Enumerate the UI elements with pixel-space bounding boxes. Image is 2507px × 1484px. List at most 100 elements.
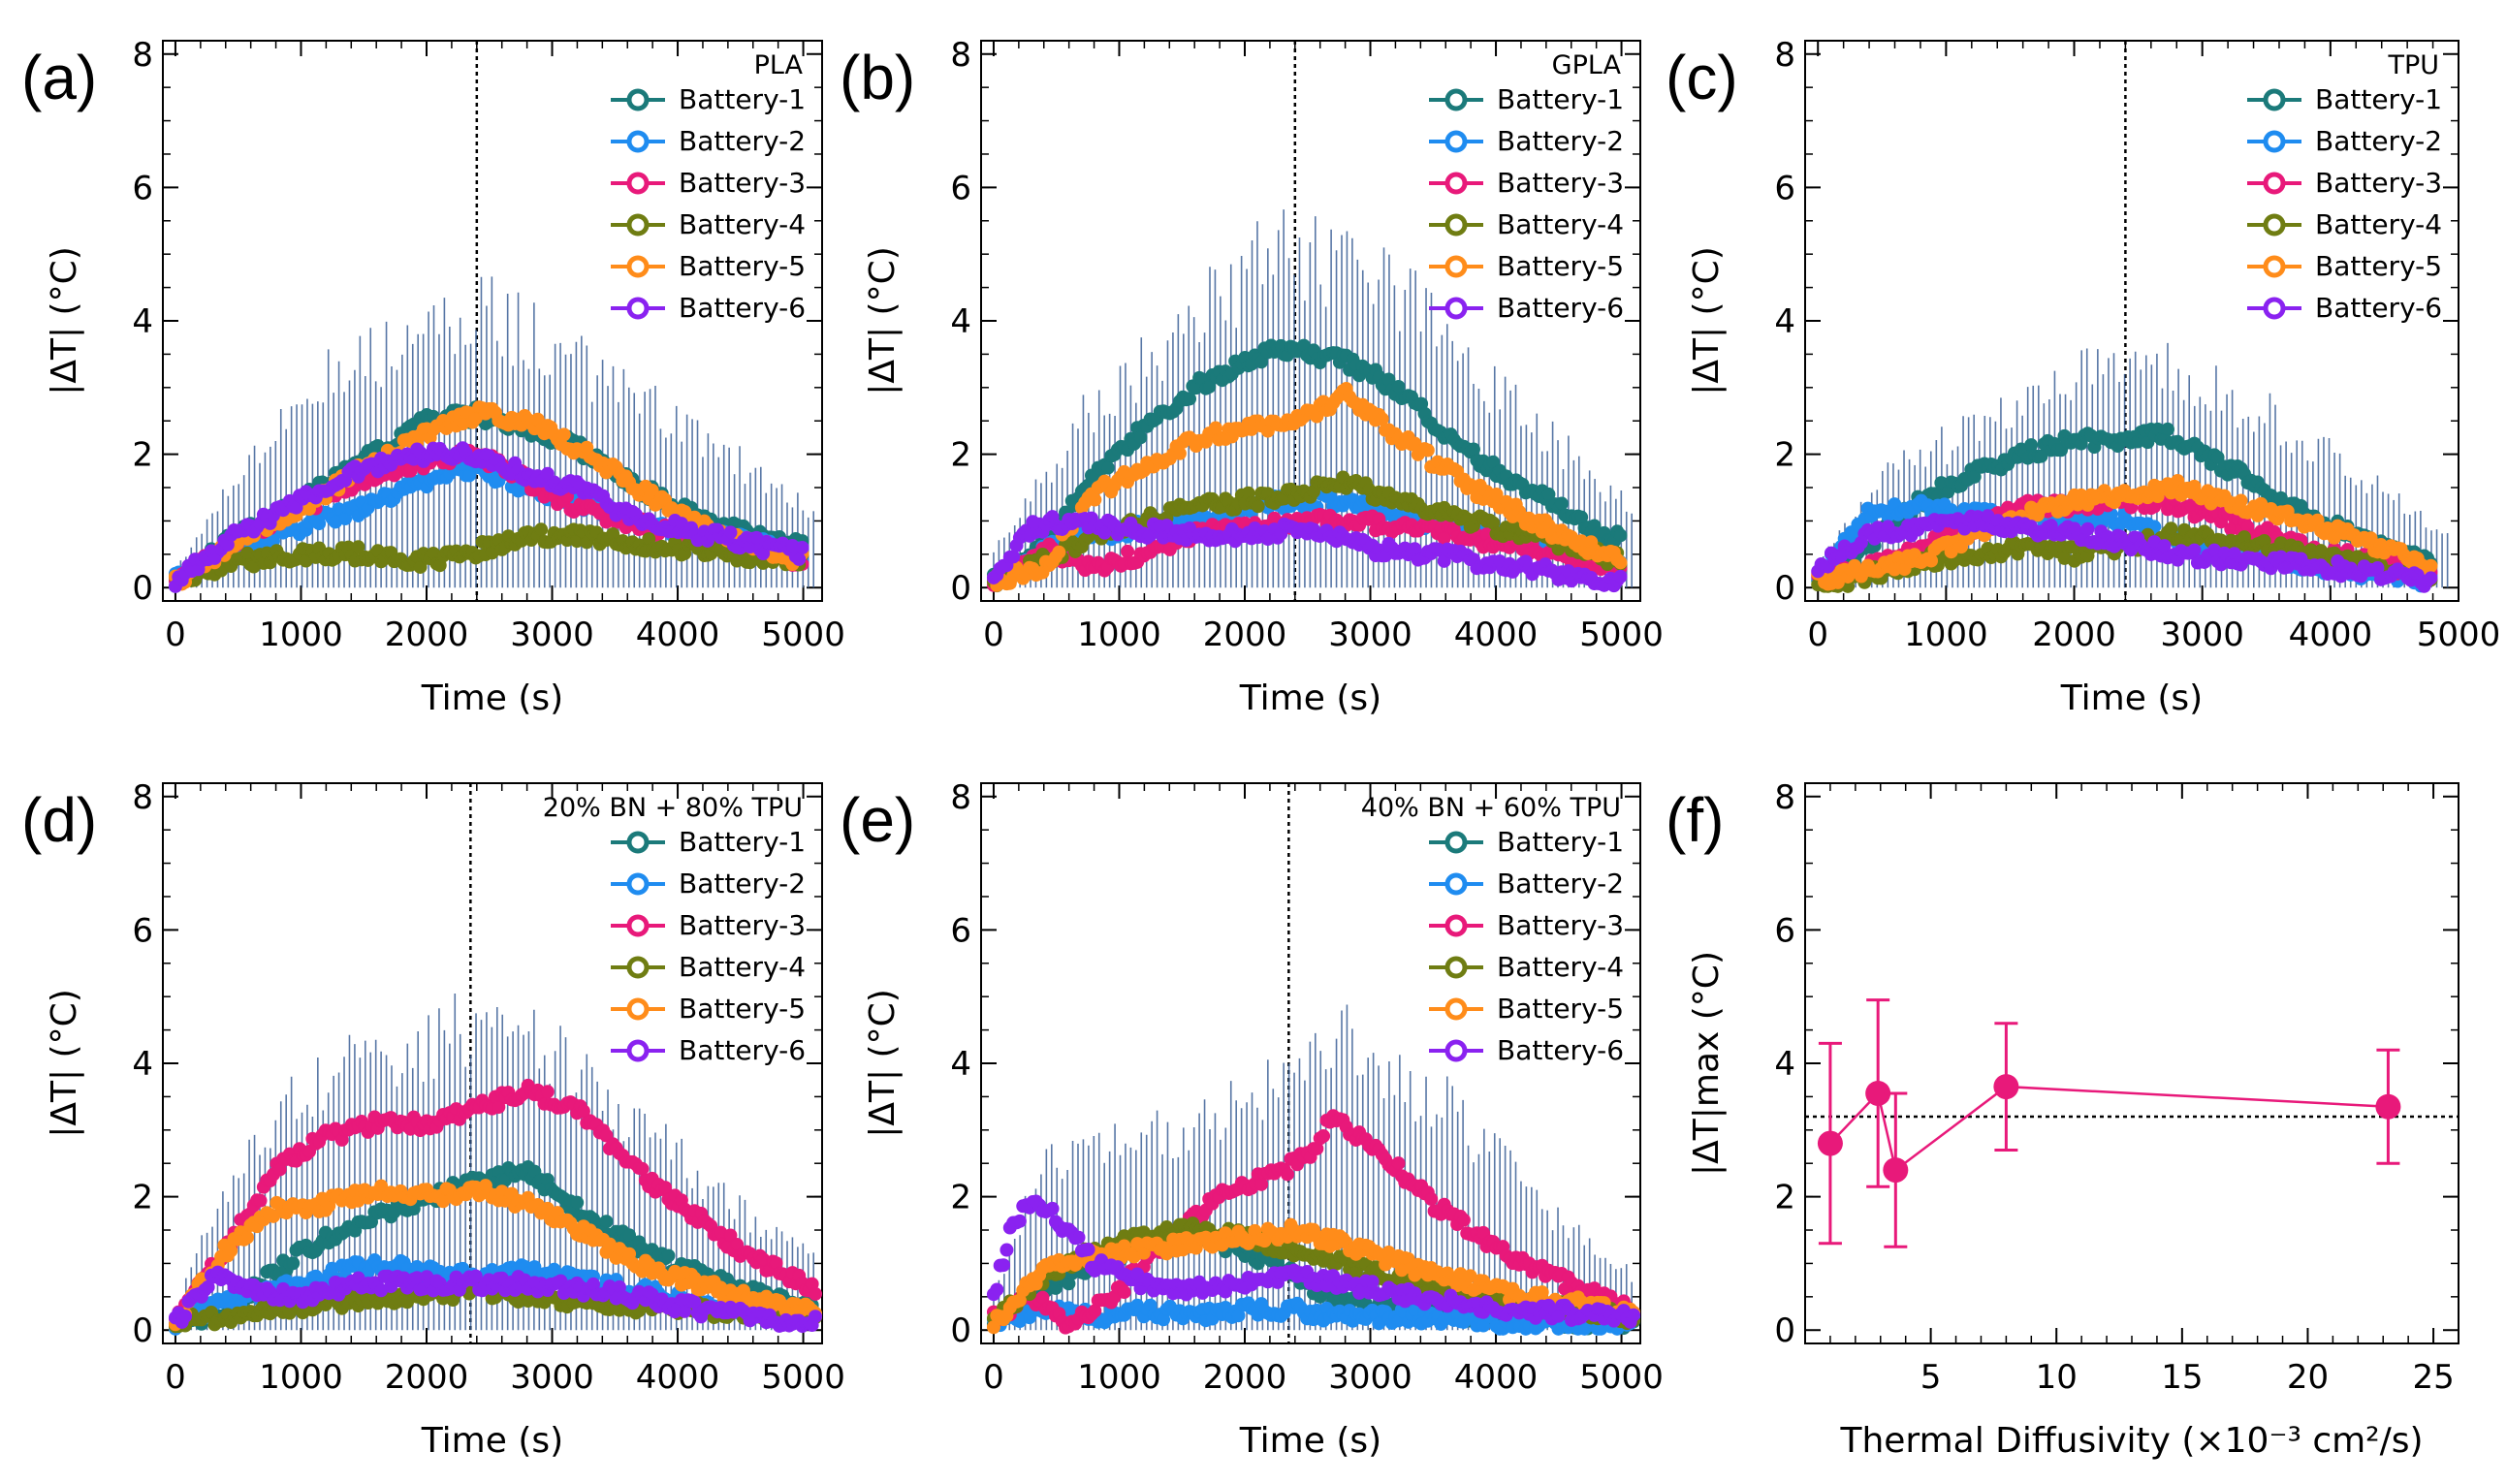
- legend-entry: Battery-4: [679, 208, 806, 240]
- panel-label: (c): [1666, 43, 1738, 112]
- panel-b: (b) 0 2 4 6 8 0 1000 2000 3000 4000 5000 Time (s) |ΔT…: [840, 36, 1664, 718]
- data-point: [1121, 544, 1135, 558]
- data-point: [2187, 543, 2202, 557]
- data-point: [2080, 521, 2095, 536]
- panel-a: (a) 0 2 4 6 8 0 1000 2000 3000 4000 5000 Time (s) |ΔT…: [21, 36, 845, 718]
- legend-title: GPLA: [1552, 50, 1622, 80]
- x-tick-label: 1000: [1077, 616, 1161, 654]
- legend-entry: Battery-6: [679, 292, 806, 324]
- y-tick-label: 8: [1774, 36, 1795, 75]
- legend-entry: Battery-4: [2315, 208, 2442, 240]
- x-tick-label: 0: [983, 616, 1004, 654]
- legend-entry: Battery-5: [1497, 250, 1624, 282]
- legend-swatch-marker: [2263, 88, 2286, 111]
- legend-swatch-marker: [2263, 172, 2286, 195]
- legend-swatch-marker: [2263, 255, 2286, 278]
- y-tick-label: 0: [1774, 569, 1795, 608]
- x-tick-label: 4000: [636, 1358, 720, 1397]
- legend-swatch-marker: [626, 172, 650, 195]
- x-axis-title: Time (s): [421, 679, 563, 718]
- data-point: [2157, 539, 2172, 553]
- y-axis-title: |ΔT| (°C): [1687, 246, 1727, 395]
- y-tick-label: 4: [132, 302, 153, 341]
- data-point: [1052, 545, 1066, 559]
- legend-swatch-marker: [1444, 130, 1468, 153]
- legend-swatch-marker: [1444, 88, 1468, 111]
- y-tick-label: 6: [1774, 169, 1795, 207]
- series-battery-6: [168, 441, 809, 593]
- y-tick-label: 4: [132, 1045, 153, 1084]
- legend-entry: Battery-6: [2315, 292, 2442, 324]
- x-tick-label: 5000: [2417, 616, 2501, 654]
- legend-entry: Battery-2: [679, 125, 806, 157]
- y-tick-label: 2: [950, 436, 971, 475]
- x-tick-label: 3000: [510, 1358, 594, 1397]
- x-tick-label: 5000: [1579, 616, 1664, 654]
- data-point: [723, 525, 738, 540]
- legend-swatch-marker: [1444, 213, 1468, 237]
- data-point: [556, 427, 571, 442]
- x-axis-title: Time (s): [1239, 679, 1381, 718]
- x-tick-label: 0: [165, 1358, 186, 1397]
- x-tick-label: 5000: [761, 616, 845, 654]
- panel-label: (a): [21, 43, 97, 112]
- y-tick-label: 4: [950, 302, 971, 341]
- data-point: [2234, 493, 2248, 508]
- x-tick-label: 5000: [761, 1358, 845, 1397]
- data-point: [570, 1195, 585, 1210]
- legend-entry: Battery-3: [2315, 167, 2442, 199]
- x-tick-label: 2000: [385, 1358, 469, 1397]
- legend-title: PLA: [754, 50, 804, 80]
- data-point: [1100, 460, 1115, 475]
- x-tick-label: 0: [165, 616, 186, 654]
- legend-swatch-marker: [1444, 297, 1468, 320]
- data-point: [1613, 528, 1628, 543]
- y-tick-label: 4: [1774, 302, 1795, 341]
- y-tick-label: 6: [950, 169, 971, 207]
- panel-d: (d) 0 2 4 6 8 0 1000 2000 3000 4000 5000 Time (s) |ΔT…: [21, 778, 845, 1461]
- y-axis-title: |ΔT| (°C): [45, 989, 84, 1138]
- data-point: [286, 1256, 301, 1271]
- x-tick-label: 1000: [259, 616, 343, 654]
- legend-swatch-marker: [2263, 130, 2286, 153]
- data-point: [1924, 553, 1939, 568]
- data-point: [792, 552, 807, 566]
- legend-entry: Battery-2: [2315, 125, 2442, 157]
- panel-label: (b): [840, 43, 915, 112]
- panel-c: (c) 0 2 4 6 8 0 1000 2000 3000 4000 5000 Time (s) |ΔT…: [1666, 36, 2500, 718]
- data-point: [1375, 412, 1389, 426]
- data-point: [1613, 569, 1628, 584]
- x-tick-label: 1000: [259, 1358, 343, 1397]
- legend-entry: Battery-3: [679, 167, 806, 199]
- legend-swatch-marker: [1444, 255, 1468, 278]
- legend-entry: Battery-1: [1497, 83, 1624, 115]
- legend-entry: Battery-5: [2315, 250, 2442, 282]
- y-tick-label: 8: [950, 36, 971, 75]
- data-point: [645, 483, 659, 497]
- data-point: [1133, 430, 1148, 445]
- x-axis-title: Time (s): [2060, 679, 2203, 718]
- legend-entry: Battery-5: [679, 250, 806, 282]
- data-point: [1613, 555, 1628, 570]
- data-point: [534, 522, 549, 537]
- data-point: [661, 1248, 676, 1263]
- legend-swatch-marker: [1444, 172, 1468, 195]
- data-point: [1420, 443, 1435, 458]
- legend-title: TPU: [2387, 50, 2439, 80]
- x-tick-label: 2000: [1203, 616, 1287, 654]
- x-tick-label: 2000: [2032, 616, 2116, 654]
- x-tick-label: 1000: [1904, 616, 1988, 654]
- data-point: [795, 541, 809, 555]
- legend-swatch-marker: [626, 213, 650, 237]
- legend-swatch-marker: [626, 255, 650, 278]
- legend-entry: Battery-1: [2315, 83, 2442, 115]
- y-tick-label: 2: [1774, 436, 1795, 475]
- y-tick-label: 6: [132, 911, 153, 950]
- x-tick-label: 4000: [636, 616, 720, 654]
- data-point: [1183, 392, 1197, 406]
- data-point: [1554, 496, 1569, 511]
